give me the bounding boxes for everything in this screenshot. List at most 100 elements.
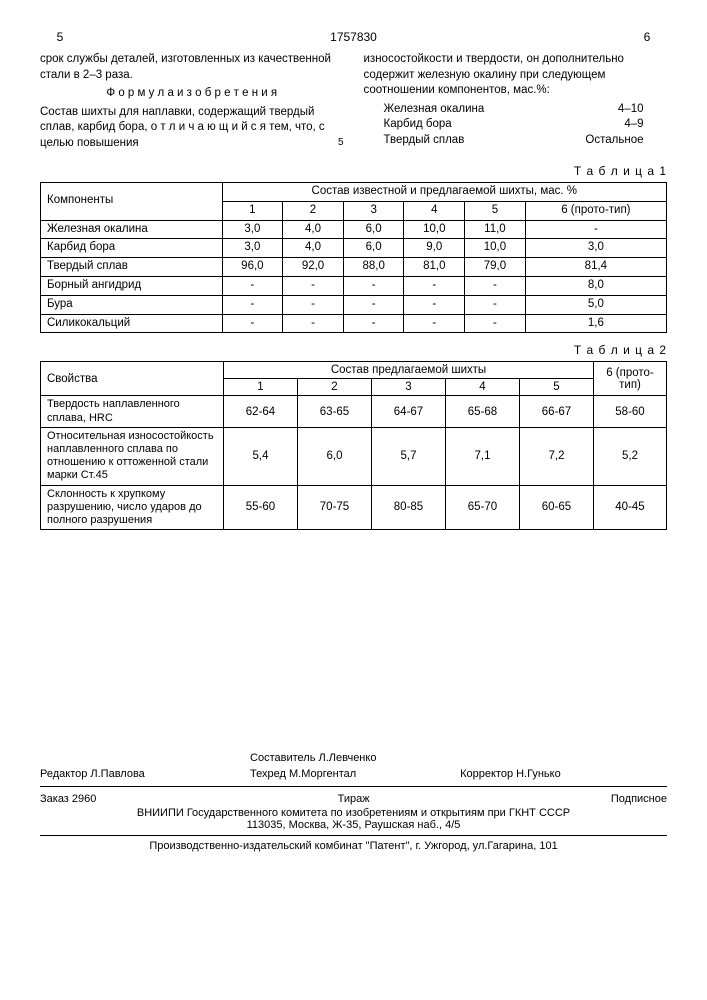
col-header: 4 [446,379,520,396]
footer: Составитель Л.Левченко Редактор Л.Павлов… [40,750,667,852]
comp-row: Карбид бора4–9 [384,117,644,133]
comp-row: Железная окалина4–10 [384,102,644,118]
row-name: Твердость наплавленного сплава, HRC [41,396,224,427]
right-p1: износостойкости и твердости, он дополнит… [364,52,668,99]
cell: 3,0 [525,239,666,258]
techred: Техред М.Моргентал [250,768,457,780]
table-row: Твердый сплав96,092,088,081,079,081,4 [41,258,667,277]
th-compositions: Состав известной и предлагаемой шихты, м… [222,183,666,202]
cell: 7,1 [446,427,520,485]
table2: Свойства Состав предлагаемой шихты 6 (пр… [40,361,667,530]
corrector: Корректор Н.Гунько [460,768,667,780]
table-row: Склонность к хрупкому разрушению, число … [41,485,667,530]
right-column: износостойкости и твердости, он дополнит… [364,52,668,154]
cell: - [343,314,404,333]
cell: 81,4 [525,258,666,277]
cell: - [283,314,344,333]
cell: 79,0 [465,258,526,277]
row-name: Борный ангидрид [41,277,223,296]
doc-number: 1757830 [330,30,377,44]
row-name: Склонность к хрупкому разрушению, число … [41,485,224,530]
cell: - [222,295,283,314]
table-row: Силикокальций-----1,6 [41,314,667,333]
cell: 81,0 [404,258,465,277]
order-no: Заказ 2960 [40,793,96,805]
composer: Составитель Л.Левченко [250,752,457,764]
footer-credits2: Редактор Л.Павлова Техред М.Моргентал Ко… [40,766,667,782]
left-p1: срок службы деталей, изготовленных из ка… [40,52,344,83]
left-p2: Состав шихты для наплавки, содержащий тв… [40,105,344,152]
cell: 60-65 [520,485,594,530]
cell: 10,0 [465,239,526,258]
marginal-5: 5 [338,136,344,150]
table-row: Бура-----5,0 [41,295,667,314]
cell: 55-60 [224,485,298,530]
cell: - [404,295,465,314]
row-name: Бура [41,295,223,314]
table-row: Железная окалина3,04,06,010,011,0- [41,220,667,239]
cell: 65-70 [446,485,520,530]
cell: 58-60 [594,396,667,427]
cell: - [283,277,344,296]
col-header: 1 [224,379,298,396]
row-name: Твердый сплав [41,258,223,277]
component-list: Железная окалина4–10 Карбид бора4–9 Твер… [384,102,668,149]
cell: - [343,277,404,296]
cell: 4,0 [283,220,344,239]
cell: 3,0 [222,239,283,258]
cell: 65-68 [446,396,520,427]
cell: - [343,295,404,314]
cell: 92,0 [283,258,344,277]
footer-credits: Составитель Л.Левченко [40,750,667,766]
row-name: Относительная износостойкость наплавленн… [41,427,224,485]
th-components: Компоненты [41,183,223,221]
col-header: 2 [283,201,344,220]
page-right: 6 [627,30,667,44]
cell: 6,0 [343,220,404,239]
cell: 4,0 [283,239,344,258]
page-header: 5 1757830 6 [40,30,667,44]
th-prototype: 6 (прото-тип) [594,362,667,396]
cell: 1,6 [525,314,666,333]
col-header: 4 [404,201,465,220]
cell: 8,0 [525,277,666,296]
table-row: Относительная износостойкость наплавленн… [41,427,667,485]
row-name: Силикокальций [41,314,223,333]
cell: 6,0 [298,427,372,485]
cell: 10,0 [404,220,465,239]
footer-publisher: Производственно-издательский комбинат "П… [40,840,667,852]
left-column: срок службы деталей, изготовленных из ка… [40,52,344,154]
row-name: Железная окалина [41,220,223,239]
comp-row: Твердый сплавОстальное [384,133,644,149]
table-row: Твердость наплавленного сплава, HRC62-64… [41,396,667,427]
cell: - [222,314,283,333]
cell: - [283,295,344,314]
cell: - [525,220,666,239]
table1: Компоненты Состав известной и предлагаем… [40,182,667,333]
cell: 63-65 [298,396,372,427]
cell: 11,0 [465,220,526,239]
th-properties: Свойства [41,362,224,396]
cell: 40-45 [594,485,667,530]
editor: Редактор Л.Павлова [40,768,247,780]
col-header: 6 (прото-тип) [525,201,666,220]
cell: 5,4 [224,427,298,485]
col-header: 5 [465,201,526,220]
formula-heading: Ф о р м у л а и з о б р е т е н и я [40,86,344,102]
cell: 70-75 [298,485,372,530]
cell: 5,0 [525,295,666,314]
col-header: 1 [222,201,283,220]
col-header: 3 [343,201,404,220]
cell: - [222,277,283,296]
footer-org: ВНИИПИ Государственного комитета по изоб… [40,807,667,819]
subscription: Подписное [611,793,667,805]
cell: 80-85 [372,485,446,530]
cell: - [465,314,526,333]
cell: - [404,277,465,296]
col-header: 5 [520,379,594,396]
cell: 9,0 [404,239,465,258]
cell: 96,0 [222,258,283,277]
cell: - [465,277,526,296]
cell: 5,2 [594,427,667,485]
footer-order: Заказ 2960 Тираж Подписное [40,791,667,807]
